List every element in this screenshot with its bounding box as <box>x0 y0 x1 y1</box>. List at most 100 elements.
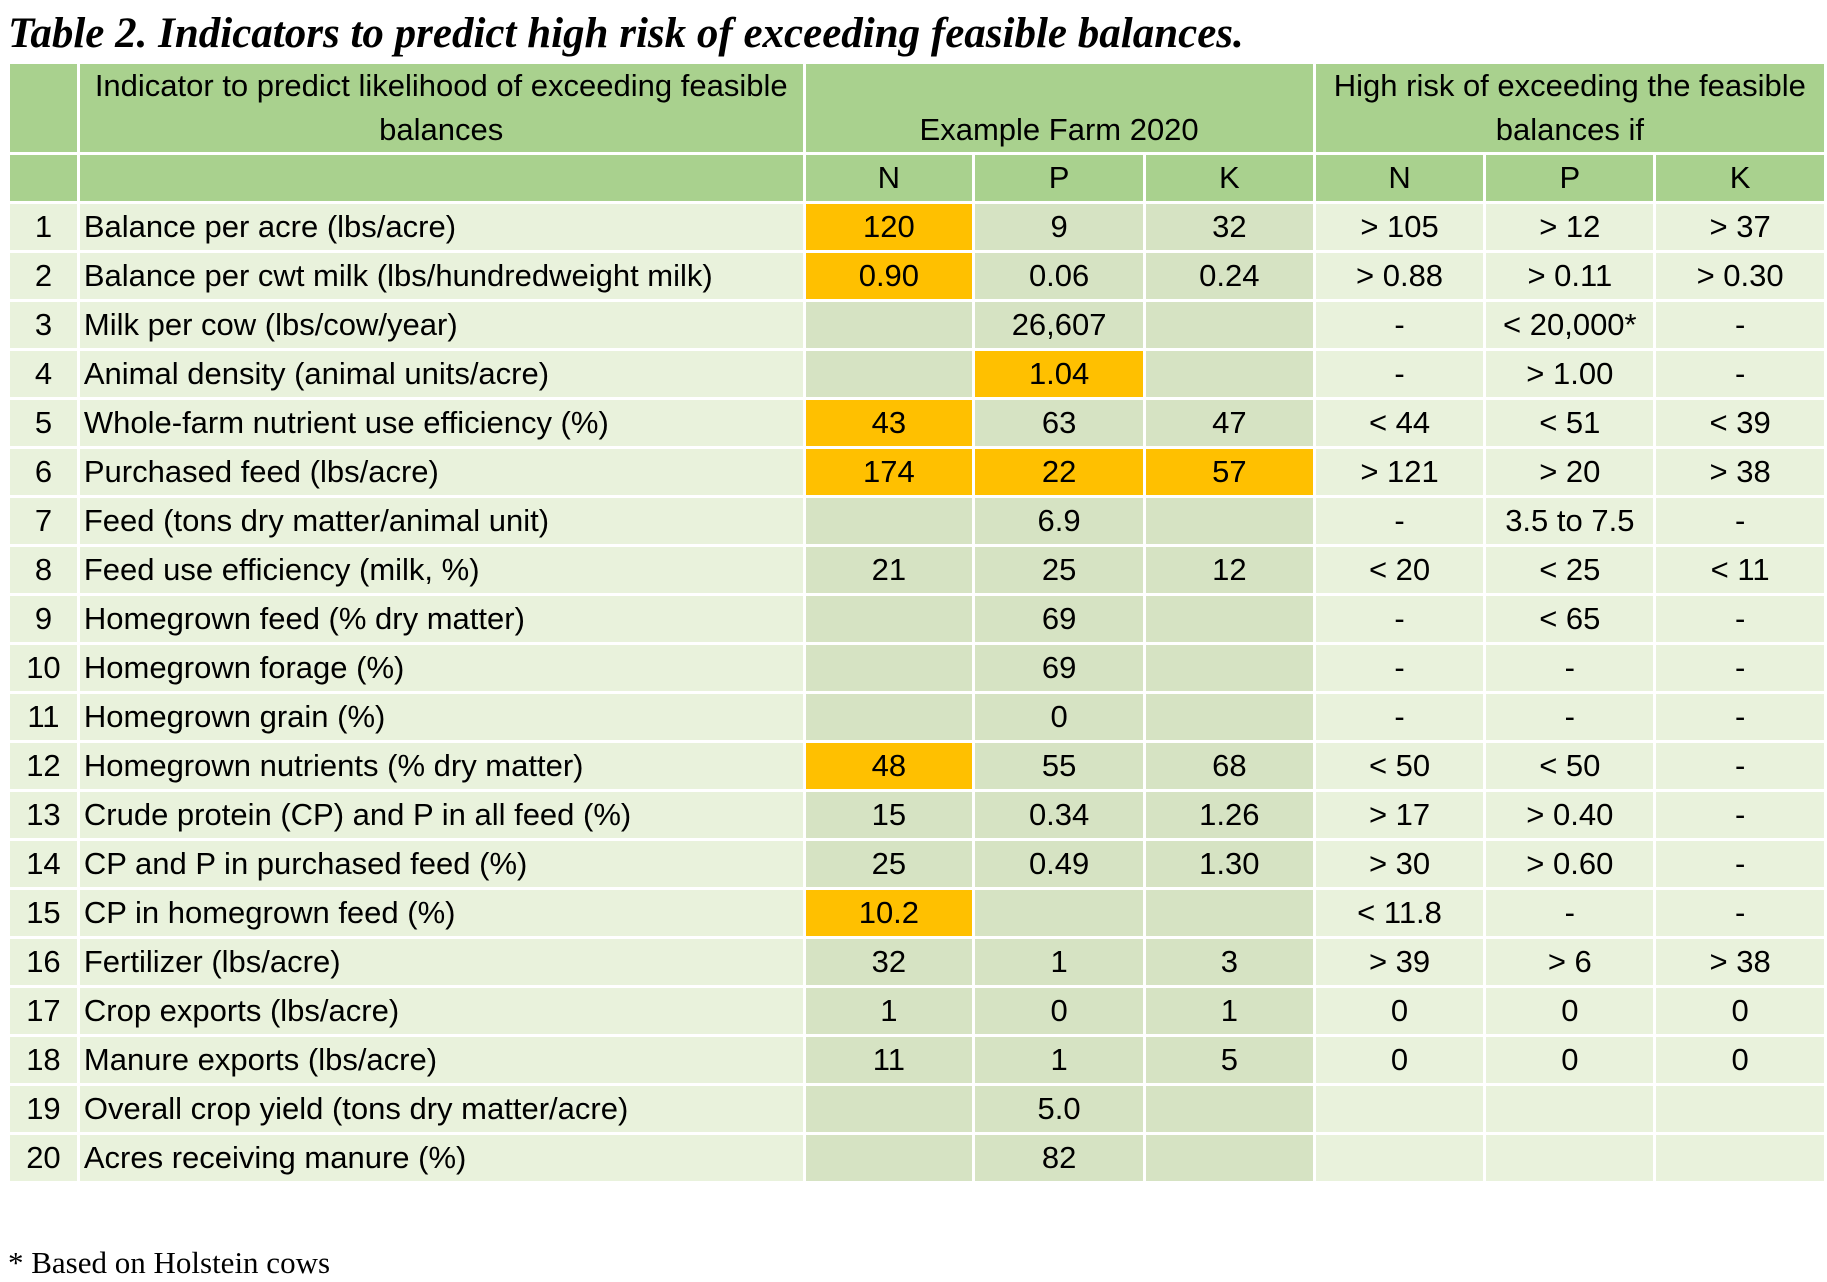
risk-p-threshold: > 12 <box>1483 201 1657 253</box>
indicator-name: Crude protein (CP) and P in all feed (%) <box>76 789 806 841</box>
farm-n-value: 0.90 <box>802 250 976 302</box>
indicator-name: Fertilizer (lbs/acre) <box>76 936 806 988</box>
farm-n-value <box>802 495 976 547</box>
risk-p-threshold: > 6 <box>1483 936 1657 988</box>
farm-p-value: 1 <box>972 936 1146 988</box>
row-number: 14 <box>7 838 80 890</box>
farm-p-value: 69 <box>972 593 1146 645</box>
farm-n-value: 21 <box>802 544 976 596</box>
row-number: 1 <box>7 201 80 253</box>
risk-p-threshold: < 20,000* <box>1483 299 1657 351</box>
table-row: 10 Homegrown forage (%) 69- - - <box>7 642 1827 694</box>
risk-k-threshold: - <box>1653 838 1827 890</box>
farm-p-header: P <box>972 152 1146 204</box>
indicator-name: Homegrown forage (%) <box>76 642 806 694</box>
risk-p-threshold: < 51 <box>1483 397 1657 449</box>
indicator-name: Acres receiving manure (%) <box>76 1132 806 1184</box>
farm-k-value <box>1143 1132 1316 1184</box>
farm-n-value <box>802 348 976 400</box>
row-number: 11 <box>7 691 80 743</box>
table-row: 6 Purchased feed (lbs/acre) 174 22 57 > 121 > … <box>7 446 1827 498</box>
header-row-primary: Indicator to predict likelihood of excee… <box>7 61 1827 155</box>
farm-p-value: 63 <box>972 397 1146 449</box>
row-number: 8 <box>7 544 80 596</box>
farm-k-value: 1.30 <box>1143 838 1316 890</box>
farm-p-value: 6.9 <box>972 495 1146 547</box>
farm-p-value: 55 <box>972 740 1146 792</box>
indicator-name: Milk per cow (lbs/cow/year) <box>76 299 806 351</box>
risk-k-threshold: - <box>1653 740 1827 792</box>
farm-k-value: 1 <box>1143 985 1316 1037</box>
farm-k-value: 68 <box>1143 740 1316 792</box>
farm-p-value: 25 <box>972 544 1146 596</box>
risk-n-threshold: > 121 <box>1312 446 1487 498</box>
risk-k-threshold: > 38 <box>1653 446 1827 498</box>
farm-n-value: 15 <box>802 789 976 841</box>
farm-n-value <box>802 1132 976 1184</box>
farm-n-value: 11 <box>802 1034 976 1086</box>
risk-n-header: N <box>1312 152 1487 204</box>
risk-n-threshold: > 0.88 <box>1312 250 1487 302</box>
row-number: 7 <box>7 495 80 547</box>
risk-k-threshold <box>1653 1132 1827 1184</box>
table-row: 15 CP in homegrown feed (%) 10.2 < 11.8- - <box>7 887 1827 939</box>
farm-k-value: 47 <box>1143 397 1316 449</box>
risk-n-threshold: > 17 <box>1312 789 1487 841</box>
row-number: 3 <box>7 299 80 351</box>
farm-n-value <box>802 642 976 694</box>
risk-k-threshold <box>1653 1083 1827 1135</box>
risk-n-threshold: - <box>1312 495 1487 547</box>
risk-n-threshold: > 105 <box>1312 201 1487 253</box>
indicator-name: Feed (tons dry matter/animal unit) <box>76 495 806 547</box>
farm-n-value: 48 <box>802 740 976 792</box>
farm-n-value: 174 <box>802 446 976 498</box>
risk-k-threshold: - <box>1653 495 1827 547</box>
farm-n-value <box>802 1083 976 1135</box>
risk-p-threshold: > 0.60 <box>1483 838 1657 890</box>
farm-p-value: 26,607 <box>972 299 1146 351</box>
risk-n-threshold: > 30 <box>1312 838 1487 890</box>
farm-p-value: 22 <box>972 446 1146 498</box>
risk-p-threshold: 3.5 to 7.5 <box>1483 495 1657 547</box>
risk-n-threshold: - <box>1312 593 1487 645</box>
risk-k-threshold: 0 <box>1653 1034 1827 1086</box>
farm-p-value: 1 <box>972 1034 1146 1086</box>
indicators-table: Indicator to predict likelihood of excee… <box>7 61 1827 1184</box>
farm-k-value: 3 <box>1143 936 1316 988</box>
table-row: 3 Milk per cow (lbs/cow/year) 26,607 - < 20,… <box>7 299 1827 351</box>
risk-k-threshold: > 37 <box>1653 201 1827 253</box>
farm-p-value: 9 <box>972 201 1146 253</box>
farm-k-value <box>1143 593 1316 645</box>
footnote: * Based on Holstein cows <box>8 1245 331 1280</box>
farm-n-value <box>802 691 976 743</box>
risk-n-threshold <box>1312 1132 1487 1184</box>
row-number: 10 <box>7 642 80 694</box>
indicator-name: Whole-farm nutrient use efficiency (%) <box>76 397 806 449</box>
table-row: 18 Manure exports (lbs/acre) 11 1 5 0 0 0 <box>7 1034 1827 1086</box>
indicator-name: Animal density (animal units/acre) <box>76 348 806 400</box>
table-row: 14 CP and P in purchased feed (%) 25 0.49 1.… <box>7 838 1827 890</box>
risk-p-threshold <box>1483 1132 1657 1184</box>
table-row: 9 Homegrown feed (% dry matter) 69 - < 65- <box>7 593 1827 645</box>
indicator-name: Feed use efficiency (milk, %) <box>76 544 806 596</box>
farm-k-value <box>1143 887 1316 939</box>
table-row: 7 Feed (tons dry matter/animal unit) 6.9 -3… <box>7 495 1827 547</box>
row-number: 6 <box>7 446 80 498</box>
risk-p-threshold: < 50 <box>1483 740 1657 792</box>
table-row: 17 Crop exports (lbs/acre) 1 0 1 0 0 0 <box>7 985 1827 1037</box>
farm-k-value <box>1143 299 1316 351</box>
table-row: 12 Homegrown nutrients (% dry matter) 48 55… <box>7 740 1827 792</box>
header-number-cell <box>7 61 80 155</box>
risk-p-threshold <box>1483 1083 1657 1135</box>
farm-p-value <box>972 887 1146 939</box>
table-row: 20 Acres receiving manure (%) 82 <box>7 1132 1827 1184</box>
row-number: 2 <box>7 250 80 302</box>
risk-k-threshold: - <box>1653 299 1827 351</box>
farm-p-value: 5.0 <box>972 1083 1146 1135</box>
header-row-nutrients: N P K N P K <box>7 152 1827 204</box>
indicator-name: Balance per cwt milk (lbs/hundredweight … <box>76 250 806 302</box>
indicator-name: Manure exports (lbs/acre) <box>76 1034 806 1086</box>
risk-p-threshold: - <box>1483 887 1657 939</box>
table-row: 11 Homegrown grain (%) 0- - - <box>7 691 1827 743</box>
row-number: 19 <box>7 1083 80 1135</box>
